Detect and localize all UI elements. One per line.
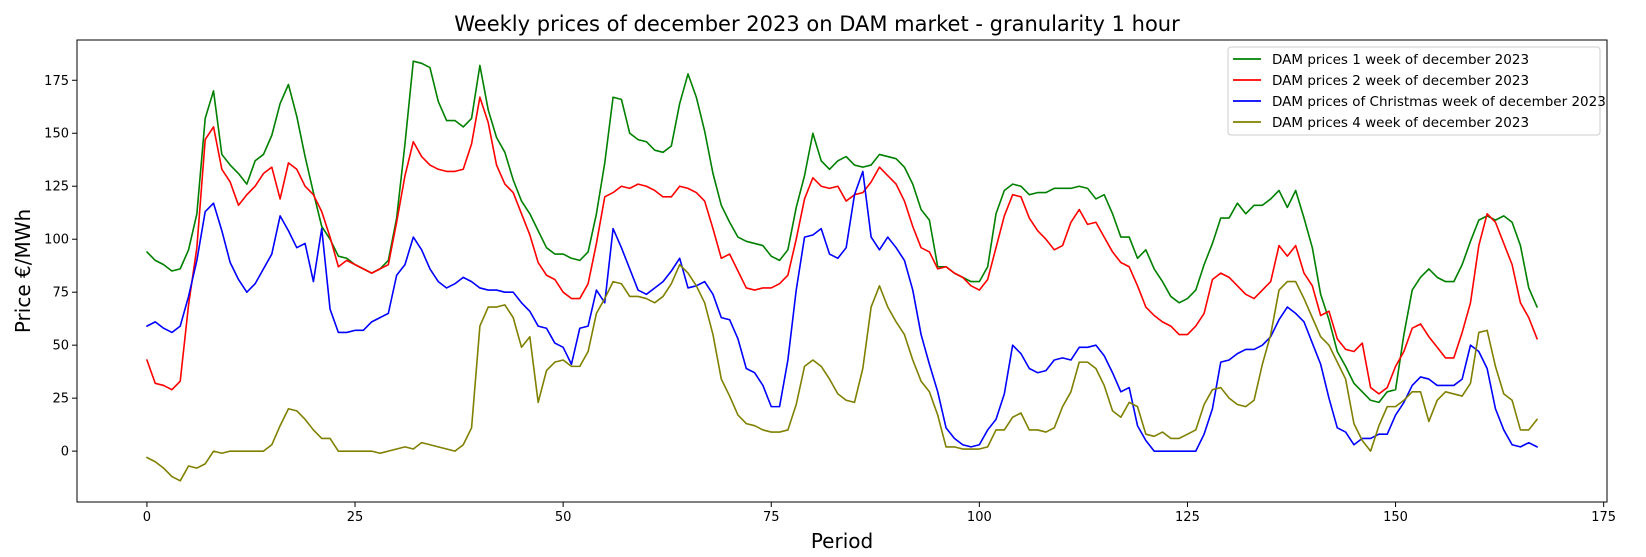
legend-entry: DAM prices 2 week of december 2023 — [1272, 73, 1529, 89]
legend-entry: DAM prices 1 week of december 2023 — [1272, 52, 1529, 68]
x-tick-label: 150 — [1383, 510, 1408, 525]
plot-frame — [76, 39, 1608, 503]
y-tick-label: 100 — [44, 233, 69, 248]
series-line-3 — [146, 170, 1538, 452]
x-tick-label: 175 — [1591, 510, 1616, 525]
y-axis-label: Price €/MWh — [11, 209, 35, 333]
x-tick-label: 25 — [347, 510, 364, 525]
series-layer — [146, 60, 1538, 482]
x-tick-label: 100 — [967, 510, 992, 525]
y-tick-label: 50 — [52, 339, 69, 354]
legend-entry: DAM prices 4 week of december 2023 — [1272, 115, 1529, 131]
x-axis-label: Period — [811, 529, 873, 553]
chart-title: Weekly prices of december 2023 on DAM ma… — [454, 12, 1180, 36]
y-tick-label: 150 — [44, 127, 69, 142]
y-tick-label: 125 — [44, 180, 69, 195]
series-line-4 — [146, 263, 1538, 482]
y-tick-label: 75 — [52, 286, 69, 301]
series-line-2 — [146, 96, 1538, 395]
legend-box — [1227, 46, 1601, 136]
axis-layer: 0 25 50 75 100 125 150 175 0 25 50 75 100 125 150 175 — [44, 74, 1616, 525]
x-tick-label: 125 — [1175, 510, 1200, 525]
x-tick-label: 50 — [555, 510, 572, 525]
x-tick-label: 75 — [763, 510, 780, 525]
y-tick-label: 25 — [52, 392, 69, 407]
y-tick-label: 175 — [44, 74, 69, 89]
y-tick-label: 0 — [61, 445, 69, 460]
legend-entry: DAM prices of Christmas week of december… — [1272, 94, 1606, 110]
legend: DAM prices 1 week of december 2023 DAM pr… — [1227, 46, 1606, 136]
x-tick-label: 0 — [143, 510, 151, 525]
